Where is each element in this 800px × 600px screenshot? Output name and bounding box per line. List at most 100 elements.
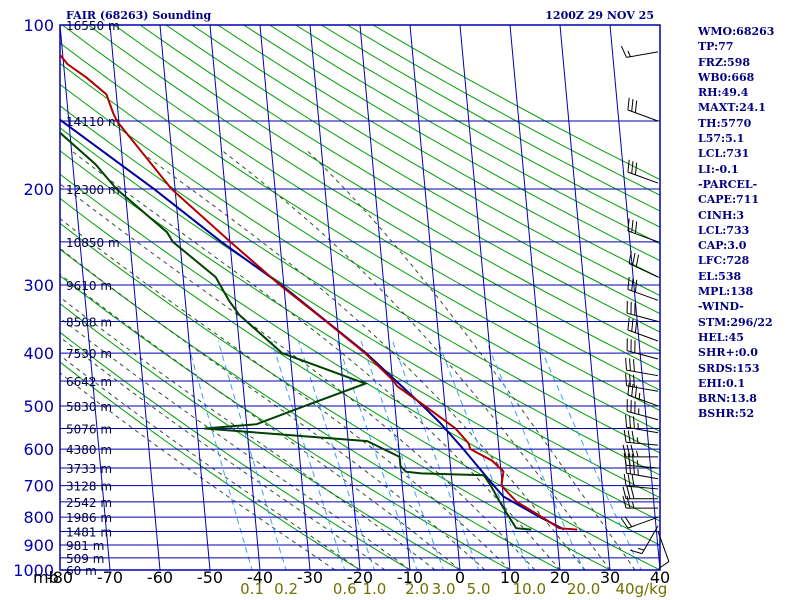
wind-barb-feather — [627, 218, 630, 231]
sounding-profiles — [60, 53, 578, 531]
wind-barb-feather — [634, 320, 638, 333]
moist-adiabat-line — [70, 150, 561, 570]
wind-barb — [622, 444, 659, 458]
dry-adiabat-line — [217, 25, 660, 279]
height-label: 5076 m — [66, 423, 112, 437]
wind-barb — [626, 300, 659, 322]
wind-barb — [625, 373, 659, 392]
wind-barb-staff — [626, 369, 659, 377]
index-item: LCL:731 — [698, 147, 750, 161]
wind-barb-feather — [626, 444, 631, 458]
height-label: 5830 m — [66, 400, 112, 414]
wind-barb-staff — [626, 410, 659, 421]
wind-barb-feather — [634, 100, 638, 113]
wind-barb-feather — [631, 219, 634, 233]
temperature-tick-label: 10 — [500, 568, 520, 587]
wind-barb-staff — [626, 472, 659, 480]
dry-adiabat-line — [88, 25, 660, 371]
isotherm-line — [409, 24, 461, 571]
wind-barb-feather — [634, 162, 638, 175]
wind-barb — [627, 159, 659, 184]
wind-barb-feather — [635, 254, 640, 267]
mixing-ratio-line — [336, 340, 418, 570]
wind-barb-feather — [629, 549, 643, 555]
wind-barb — [657, 531, 670, 569]
wind-barb-half-feather — [637, 547, 645, 551]
wind-barbs — [620, 45, 670, 569]
index-item: CAPE:711 — [698, 193, 759, 207]
mixing-ratio-tick-label: 2.0 — [405, 580, 429, 598]
wind-barb-half-feather — [636, 460, 639, 467]
temperature-tick-label: -60 — [147, 568, 173, 587]
wind-barb-feather — [629, 415, 631, 428]
index-item: TH:5770 — [698, 116, 752, 130]
pressure-tick-label: 400 — [23, 344, 54, 363]
moist-adiabat-line — [60, 183, 536, 570]
wind-barb-feather — [631, 278, 634, 291]
pressure-tick-label: 1000 — [13, 561, 54, 580]
moist-adiabat-line — [60, 218, 511, 570]
wind-barb — [627, 97, 659, 122]
height-label: 6642 m — [66, 375, 112, 389]
dry-adiabat-line — [113, 25, 660, 352]
index-item: LCL:733 — [698, 223, 750, 237]
mixing-ratio-tick-label: 5.0 — [467, 580, 491, 598]
wind-barb-half-feather — [638, 392, 641, 400]
wind-barb-staff — [626, 350, 659, 360]
wind-barb-staff — [627, 288, 659, 301]
pressure-tick-label: 900 — [23, 536, 54, 555]
mixing-ratio-tick-label: 1.0 — [362, 580, 386, 598]
wind-barb — [626, 399, 659, 421]
dry-adiabat-line — [243, 25, 660, 262]
height-label: 10850 m — [66, 236, 120, 250]
wind-barb-feather — [627, 317, 630, 331]
wind-barb-staff — [626, 485, 659, 490]
height-label: 14110 m — [66, 115, 120, 129]
wind-barb-half-feather — [636, 450, 639, 458]
wind-barb-feather — [624, 516, 633, 528]
dry-adiabats — [60, 25, 660, 570]
mixing-ratio-tick-label: 0.1 — [240, 580, 264, 598]
moist-adiabat-line — [306, 150, 636, 570]
wind-barb-half-feather — [632, 501, 635, 509]
parcel-trace-line — [60, 118, 565, 531]
wind-barb-feather — [631, 430, 635, 444]
index-item: CINH:3 — [698, 208, 745, 222]
wind-barb-feather — [627, 453, 631, 466]
wind-barb-staff — [626, 426, 659, 434]
wind-barb-feather — [633, 416, 635, 429]
moist-adiabat-line — [60, 354, 361, 570]
wind-barb — [620, 45, 659, 58]
mixing-ratio-line — [271, 340, 346, 570]
wind-barb-feather — [625, 357, 627, 371]
height-label: 1986 m — [66, 511, 112, 525]
height-label: 509 m — [66, 552, 104, 566]
pressure-tick-label: 300 — [23, 276, 54, 295]
wind-barb-feather — [622, 486, 627, 499]
wind-barb-feather — [623, 430, 627, 443]
dewpoint-profile-line — [60, 131, 532, 531]
wind-barb-staff — [627, 109, 659, 122]
dry-adiabat-line — [60, 42, 660, 412]
isotherm-line — [509, 24, 561, 571]
height-label: 60 m — [66, 564, 97, 578]
height-label: 4380 m — [66, 443, 112, 457]
axis-grid — [59, 24, 661, 571]
wind-barb — [623, 430, 659, 446]
wind-barb-feather — [625, 373, 627, 386]
wind-barb-staff — [627, 171, 659, 184]
wind-barb-feather — [634, 279, 638, 293]
index-item: TP:77 — [698, 40, 734, 54]
index-item: STM:296/22 — [698, 315, 773, 329]
mixing-ratio-tick-label: 10.0 — [513, 580, 546, 598]
wind-barb-feather — [627, 474, 631, 487]
isotherm-line — [109, 24, 161, 571]
temperature-tick-label: 20 — [550, 568, 570, 587]
temperature-tick-label: 0 — [455, 568, 465, 587]
wind-barb-staff — [628, 263, 659, 278]
index-item: RH:49.4 — [698, 86, 749, 100]
height-label: 3128 m — [66, 480, 112, 494]
wind-barb — [620, 516, 659, 529]
wind-barb — [626, 338, 659, 360]
